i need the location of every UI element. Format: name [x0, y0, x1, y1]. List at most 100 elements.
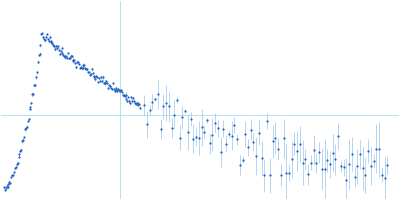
Point: [171, 113, 178, 116]
Point: [90, 71, 96, 74]
Point: [365, 150, 372, 153]
Point: [209, 133, 216, 136]
Point: [188, 117, 194, 121]
Point: [126, 99, 132, 103]
Point: [250, 140, 257, 143]
Point: [343, 179, 350, 182]
Point: [120, 94, 127, 97]
Point: [360, 167, 366, 170]
Point: [40, 35, 46, 38]
Point: [182, 110, 188, 113]
Point: [318, 167, 325, 170]
Point: [66, 56, 73, 59]
Point: [5, 182, 12, 186]
Point: [129, 99, 135, 102]
Point: [324, 159, 330, 162]
Point: [58, 46, 65, 49]
Point: [113, 88, 120, 91]
Point: [127, 102, 133, 105]
Point: [43, 35, 49, 39]
Point: [297, 143, 303, 146]
Point: [122, 93, 129, 96]
Point: [19, 139, 25, 143]
Point: [136, 102, 142, 105]
Point: [132, 102, 138, 105]
Point: [302, 158, 308, 161]
Point: [108, 86, 114, 89]
Point: [119, 91, 125, 94]
Point: [226, 132, 232, 135]
Point: [362, 173, 369, 177]
Point: [280, 137, 287, 140]
Point: [14, 162, 20, 166]
Point: [373, 147, 380, 150]
Point: [109, 87, 115, 91]
Point: [190, 137, 196, 140]
Point: [37, 44, 44, 47]
Point: [2, 188, 8, 192]
Point: [68, 54, 74, 57]
Point: [23, 127, 29, 130]
Point: [79, 67, 86, 70]
Point: [258, 157, 265, 160]
Point: [7, 182, 14, 185]
Point: [92, 77, 98, 80]
Point: [253, 154, 260, 157]
Point: [198, 126, 205, 129]
Point: [155, 93, 161, 96]
Point: [206, 142, 213, 145]
Point: [300, 161, 306, 164]
Point: [305, 172, 311, 176]
Point: [228, 134, 235, 137]
Point: [193, 135, 199, 138]
Point: [270, 140, 276, 143]
Point: [106, 84, 112, 87]
Point: [114, 89, 120, 92]
Point: [84, 68, 90, 71]
Point: [26, 107, 33, 110]
Point: [294, 150, 300, 153]
Point: [63, 54, 69, 57]
Point: [38, 32, 44, 35]
Point: [53, 44, 59, 47]
Point: [60, 53, 66, 56]
Point: [10, 174, 16, 177]
Point: [379, 173, 385, 176]
Point: [212, 121, 218, 124]
Point: [332, 158, 339, 161]
Point: [69, 59, 76, 62]
Point: [34, 71, 40, 74]
Point: [101, 82, 108, 85]
Point: [48, 41, 55, 44]
Point: [34, 60, 41, 63]
Point: [65, 52, 71, 55]
Point: [157, 128, 164, 131]
Point: [14, 162, 21, 165]
Point: [152, 98, 158, 101]
Point: [95, 80, 101, 84]
Point: [56, 52, 63, 55]
Point: [278, 174, 284, 177]
Point: [288, 158, 295, 161]
Point: [88, 67, 95, 70]
Point: [125, 95, 132, 98]
Point: [50, 43, 56, 46]
Point: [2, 187, 9, 190]
Point: [39, 32, 46, 35]
Point: [83, 67, 90, 71]
Point: [70, 58, 77, 62]
Point: [16, 153, 23, 156]
Point: [310, 148, 317, 151]
Point: [103, 80, 110, 83]
Point: [11, 170, 17, 174]
Point: [248, 128, 254, 132]
Point: [29, 93, 36, 96]
Point: [72, 61, 78, 64]
Point: [354, 165, 360, 168]
Point: [335, 134, 341, 137]
Point: [316, 151, 322, 154]
Point: [291, 142, 298, 145]
Point: [28, 101, 34, 104]
Point: [78, 67, 85, 70]
Point: [133, 101, 140, 104]
